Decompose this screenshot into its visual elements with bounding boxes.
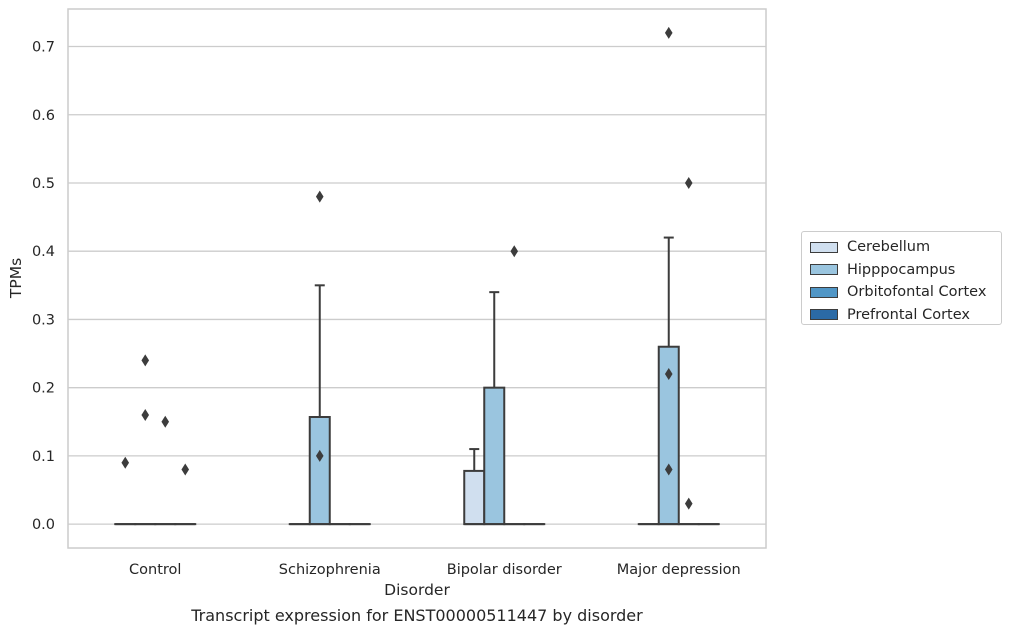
legend-item: Orbitofontal Cortex xyxy=(810,281,993,304)
outlier-point xyxy=(141,408,150,421)
box xyxy=(308,416,331,526)
legend-item: Cerebellum xyxy=(810,236,993,259)
box xyxy=(483,386,506,526)
legend-swatch xyxy=(810,241,838,253)
y-tick-label: 0.0 xyxy=(32,517,55,533)
chart-caption: Transcript expression for ENST0000051144… xyxy=(191,606,643,625)
x-axis-label: Disorder xyxy=(384,581,450,599)
legend-label: Orbitofontal Cortex xyxy=(847,284,987,301)
x-tick-label: Major depression xyxy=(617,562,741,578)
legend-item: Hipppocampus xyxy=(810,259,993,282)
y-tick-label: 0.5 xyxy=(32,176,55,192)
outlier-point xyxy=(315,449,324,462)
legend-label: Cerebellum xyxy=(847,239,931,256)
y-tick-label: 0.4 xyxy=(32,244,55,260)
y-tick-label: 0.6 xyxy=(32,108,55,124)
outlier-point xyxy=(684,497,693,510)
box xyxy=(463,469,486,526)
y-tick-label: 0.7 xyxy=(32,40,55,56)
outlier-point xyxy=(181,463,190,476)
grid-lines xyxy=(68,45,766,525)
x-tick-label: Control xyxy=(129,562,181,578)
legend-swatch xyxy=(810,264,838,276)
plot-frame xyxy=(67,8,767,549)
outlier-point xyxy=(664,463,673,476)
x-tick-label: Bipolar disorder xyxy=(447,562,562,578)
legend-item: Prefrontal Cortex xyxy=(810,304,993,327)
outlier-point xyxy=(161,415,170,428)
y-tick-label: 0.3 xyxy=(32,312,55,328)
legend-swatch xyxy=(810,286,838,298)
legend-label: Hipppocampus xyxy=(847,261,956,278)
outlier-point xyxy=(684,176,693,189)
x-axis-ticks: Control Schizophrenia Bipolar disorder Majo… xyxy=(129,562,741,578)
y-axis-ticks: 0.0 0.1 0.2 0.3 0.4 0.5 0.6 0.7 xyxy=(32,40,55,534)
x-tick-label: Schizophrenia xyxy=(279,562,381,578)
outlier-point xyxy=(510,245,519,258)
outlier-point xyxy=(664,26,673,39)
y-axis-label: TPMs xyxy=(7,258,25,299)
y-tick-label: 0.2 xyxy=(32,381,55,397)
outlier-point xyxy=(121,456,130,469)
box-plot-marks xyxy=(114,26,720,526)
legend-label: Prefrontal Cortex xyxy=(847,306,970,323)
chart-legend: Cerebellum Hipppocampus Orbitofontal Corte… xyxy=(801,231,1002,325)
outlier-point xyxy=(315,190,324,203)
y-tick-label: 0.1 xyxy=(32,449,55,465)
legend-swatch xyxy=(810,309,838,321)
outlier-point xyxy=(141,354,150,367)
outlier-point xyxy=(664,368,673,381)
